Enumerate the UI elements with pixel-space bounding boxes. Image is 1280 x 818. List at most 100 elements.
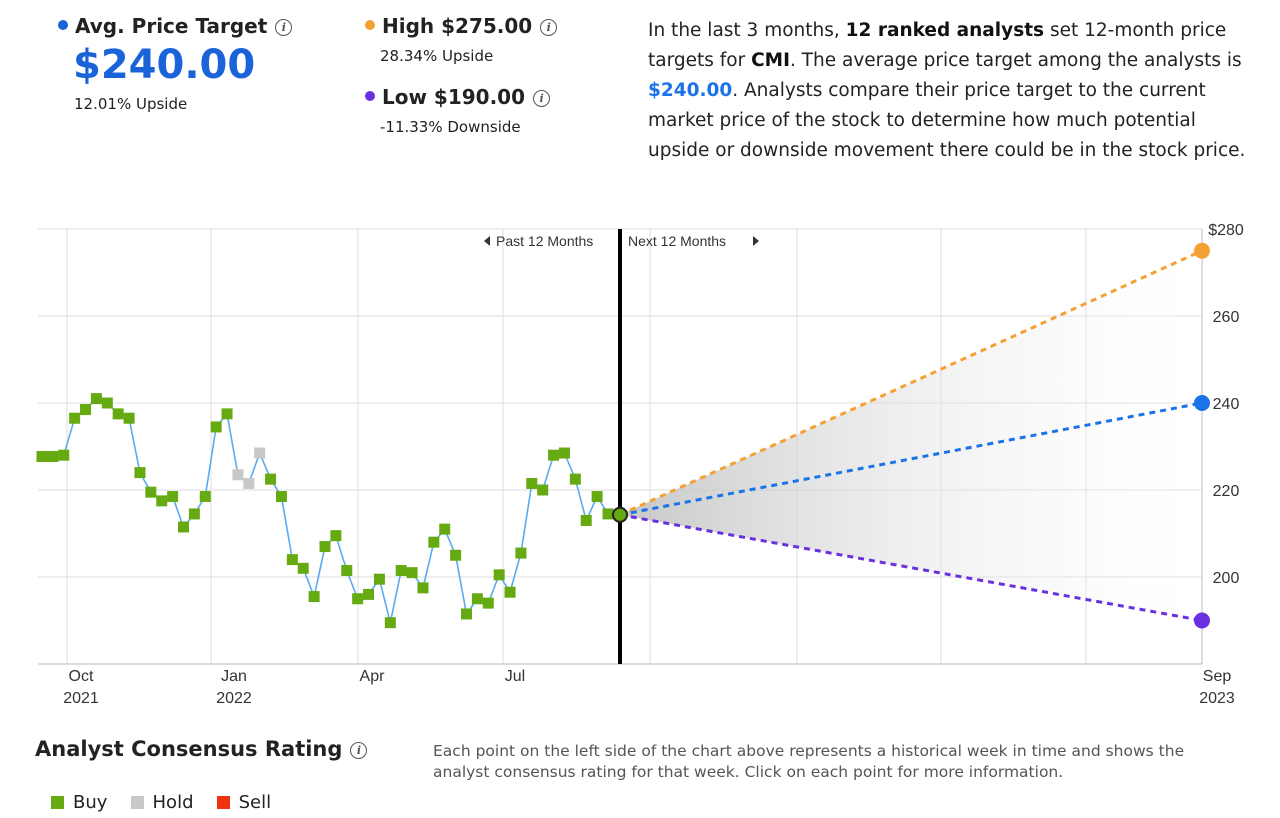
next-12-months-label: Next 12 Months <box>628 233 726 249</box>
legend-hold: Hold <box>130 792 194 813</box>
x-tick-label: Oct <box>69 668 94 685</box>
rating-marker[interactable] <box>275 491 287 503</box>
right-arrow-icon <box>753 236 759 246</box>
rating-marker[interactable] <box>297 562 309 574</box>
projection-fan-area <box>620 250 1202 621</box>
rating-marker[interactable] <box>406 567 418 579</box>
rating-marker[interactable] <box>439 523 451 535</box>
x-tick-label: Sep <box>1203 668 1232 685</box>
high-target-label: High $275.00 <box>382 14 533 38</box>
rating-marker[interactable] <box>101 397 113 409</box>
rating-marker[interactable] <box>569 473 581 485</box>
info-icon[interactable]: i <box>540 19 558 36</box>
buy-swatch-icon <box>51 796 64 809</box>
rating-marker-layer[interactable] <box>36 393 628 629</box>
rating-marker[interactable] <box>352 593 364 605</box>
axis-label-layer: Past 12 Months Next 12 Months 200 220 240 2… <box>63 222 1244 707</box>
legend-hold-label: Hold <box>152 792 194 813</box>
avg-target-label: Avg. Price Target <box>75 14 268 38</box>
rating-marker[interactable] <box>308 591 320 603</box>
rating-marker[interactable] <box>450 549 462 561</box>
history-price-line <box>42 397 621 623</box>
projection-endpoint-high <box>1194 242 1210 259</box>
rating-marker[interactable] <box>47 451 59 463</box>
rating-marker[interactable] <box>384 617 396 629</box>
summary-text: . Analysts compare their price target to… <box>648 80 1246 161</box>
x-tick-year-label: 2022 <box>216 690 252 707</box>
x-tick-year-label: 2023 <box>1199 690 1235 707</box>
rating-marker[interactable] <box>330 530 342 542</box>
rating-marker[interactable] <box>123 412 135 424</box>
summary-text: In the last 3 months, <box>648 20 846 41</box>
rating-marker[interactable] <box>417 582 429 594</box>
rating-marker[interactable] <box>548 449 560 461</box>
rating-marker[interactable] <box>602 508 614 520</box>
y-tick-label: 260 <box>1213 309 1240 326</box>
low-target-downside: -11.33% Downside <box>380 118 521 136</box>
projection-line-high <box>619 249 1203 517</box>
summary-analyst-count: 12 ranked analysts <box>845 20 1045 41</box>
y-tick-label: 200 <box>1213 570 1240 587</box>
rating-marker[interactable] <box>69 412 81 424</box>
sell-swatch-icon <box>216 796 230 809</box>
high-target-label-row: High $275.00 i <box>365 14 558 38</box>
rating-marker[interactable] <box>504 586 516 598</box>
rating-marker[interactable] <box>221 408 233 420</box>
rating-marker[interactable] <box>178 521 189 533</box>
history-line-layer <box>42 229 622 664</box>
avg-target-value: $240.00 <box>73 42 256 88</box>
summary-avg-target: $240.00 <box>648 80 733 101</box>
rating-marker[interactable] <box>199 491 211 503</box>
rating-marker[interactable] <box>90 393 102 405</box>
rating-marker[interactable] <box>395 564 407 576</box>
rating-marker[interactable] <box>80 404 92 416</box>
rating-marker[interactable] <box>428 536 440 548</box>
current-price-marker <box>612 506 628 523</box>
rating-marker[interactable] <box>145 486 157 498</box>
rating-marker[interactable] <box>286 554 298 566</box>
rating-marker[interactable] <box>537 484 549 496</box>
rating-marker[interactable] <box>515 547 527 559</box>
legend-sell: Sell <box>216 792 272 813</box>
rating-marker[interactable] <box>471 593 483 605</box>
rating-marker[interactable] <box>210 421 222 433</box>
rating-marker[interactable] <box>526 477 538 489</box>
rating-marker[interactable] <box>558 447 570 459</box>
summary-ticker: CMI <box>751 50 790 71</box>
rating-marker[interactable] <box>319 541 331 553</box>
x-tick-label: Jul <box>505 668 525 685</box>
rating-marker[interactable] <box>58 449 70 461</box>
rating-marker[interactable] <box>167 491 179 503</box>
info-icon[interactable]: i <box>350 742 368 759</box>
rating-marker[interactable] <box>591 491 603 503</box>
rating-marker[interactable] <box>112 408 124 420</box>
rating-marker[interactable] <box>156 495 168 507</box>
rating-marker[interactable] <box>188 508 200 520</box>
price-target-chart: Past 12 Months Next 12 Months 200 220 240 2… <box>36 222 1244 707</box>
rating-marker[interactable] <box>232 469 244 481</box>
rating-marker[interactable] <box>265 473 277 485</box>
consensus-title-row: Analyst Consensus Rating i <box>35 737 368 761</box>
rating-marker[interactable] <box>580 514 592 526</box>
rating-marker[interactable] <box>36 451 48 463</box>
rating-marker[interactable] <box>461 608 472 620</box>
rating-marker[interactable] <box>254 447 266 459</box>
rating-marker[interactable] <box>134 467 146 479</box>
rating-marker[interactable] <box>363 588 375 600</box>
rating-marker[interactable] <box>243 477 255 489</box>
hold-swatch-icon <box>130 796 144 809</box>
y-tick-label: 220 <box>1213 483 1240 500</box>
summary-paragraph: In the last 3 months, 12 ranked analysts… <box>648 16 1258 166</box>
rating-marker[interactable] <box>373 573 385 585</box>
legend-sell-label: Sell <box>238 792 272 813</box>
rating-marker[interactable] <box>482 597 494 609</box>
info-icon[interactable]: i <box>533 90 551 107</box>
summary-text: set 12-month price targets for <box>648 20 1227 71</box>
rating-marker[interactable] <box>341 564 353 576</box>
avg-dot-icon <box>58 20 68 30</box>
info-icon[interactable]: i <box>275 19 293 36</box>
consensus-note: Each point on the left side of the chart… <box>433 742 1185 781</box>
low-dot-icon <box>365 91 375 101</box>
avg-target-block: Avg. Price Target i <box>58 14 293 38</box>
rating-marker[interactable] <box>493 569 505 581</box>
